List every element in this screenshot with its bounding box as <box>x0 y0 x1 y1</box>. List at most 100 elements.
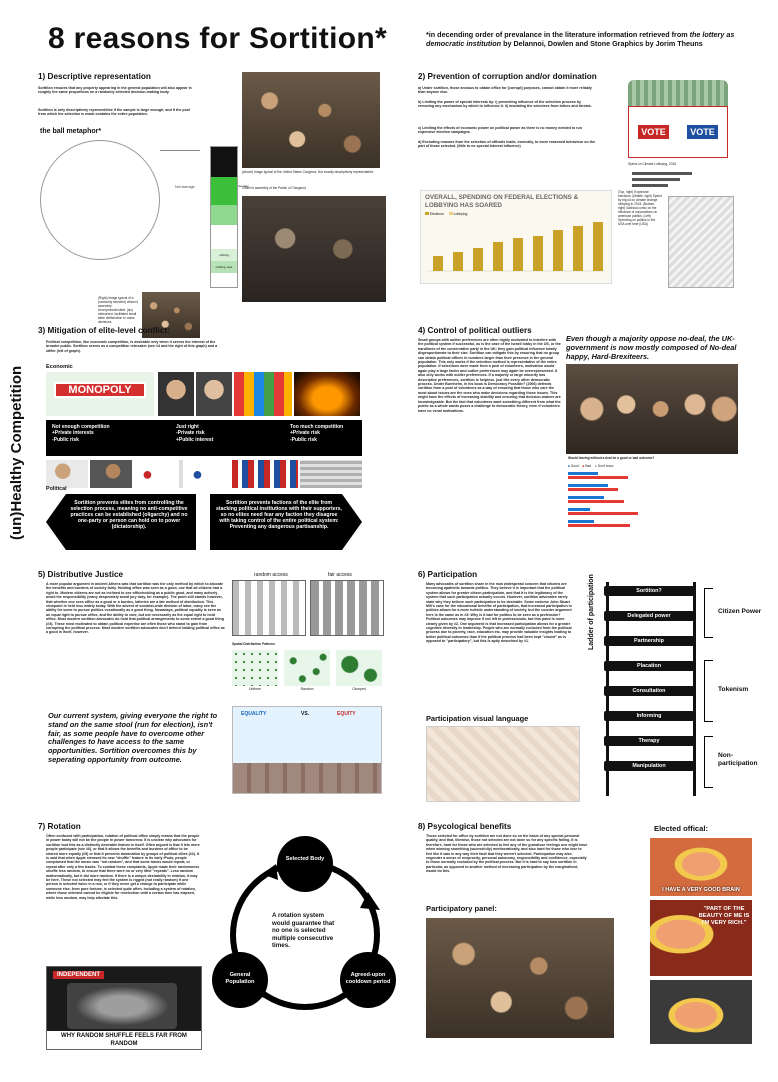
rotation-arrowhead-3 <box>262 864 278 880</box>
bracket-tokenism <box>704 660 713 722</box>
competition-bar: Not enough competition +Private interest… <box>46 420 362 456</box>
ceo-photo-1 <box>158 372 194 416</box>
oil-chart-title: Spend on Climate Lobbying, 2018 <box>628 162 677 166</box>
elected-official-label: Elected offical: <box>654 824 709 833</box>
citizens-assembly-photo-small <box>142 292 200 338</box>
brexit-chart-title: Would leaving without a deal be a good o… <box>568 456 655 460</box>
bracket-non-participation <box>704 736 713 788</box>
healthy-competition-vertical-label: (un)Healthy Competition <box>8 365 25 540</box>
node-selected-body <box>277 836 333 892</box>
uk-cabinet-photo <box>566 364 738 454</box>
section-2-text-d: d) Excluding reasons from the selection … <box>418 140 596 149</box>
brexit-row-1 <box>568 472 628 479</box>
spending-bar-9 <box>593 222 603 271</box>
brexit-row-3 <box>568 496 624 503</box>
page-title: 8 reasons for Sortition* <box>48 22 387 55</box>
party-mascots: ● ● <box>136 460 226 488</box>
node-general-population-label: General Population <box>225 972 255 985</box>
spatial-patterns: Uniform Random Clumped <box>232 650 382 694</box>
spatial-title: Spatial Distribution Patterns <box>232 642 275 646</box>
legend-lobbying: Lobbying <box>453 212 468 216</box>
oil-bar-2 <box>632 178 680 181</box>
spending-bar-5 <box>513 238 523 271</box>
oil-lobbying-chart <box>632 172 692 187</box>
spending-chart-title: OVERALL, SPENDING ON FEDERAL ELECTIONS &… <box>425 194 579 209</box>
elected-official-photo-1: I HAVE A VERY GOOD BRAIN <box>650 838 752 896</box>
spending-bar-2 <box>453 252 463 271</box>
election-results-image <box>232 460 298 488</box>
bracket-citizen-power <box>704 588 713 638</box>
section-8-title: 8) Psycological benefits <box>418 822 512 831</box>
political-label: Political <box>46 486 67 492</box>
independent-article-image: INDEPENDENT WHY RANDOM SHUFFLE FEELS FAR… <box>46 966 202 1050</box>
not-average-label: Not average <box>175 185 195 189</box>
section-2-text-c: c) Limiting the effects of economic powe… <box>418 126 582 135</box>
economic-label: Economic <box>46 364 73 370</box>
rung-manipulation: Manipulation <box>604 761 694 771</box>
section-6-title: 6) Participation <box>418 570 478 579</box>
brexit-row-5 <box>568 520 630 527</box>
fire-photo <box>294 372 360 416</box>
brexit-row-2 <box>568 484 618 491</box>
section-7-text: Often confused with participation, rotat… <box>46 834 200 900</box>
section-1-text-2: Sortition is only descriptively represen… <box>38 108 190 117</box>
us-congress-photo <box>242 72 380 168</box>
bar-not-enough: Not enough competition +Private interest… <box>52 424 110 443</box>
leaders-photo-2 <box>90 460 132 488</box>
section-4-title: 4) Control of political outliers <box>418 326 532 335</box>
section-8-text: Those selected for office by sortition a… <box>426 834 588 874</box>
caption-section-2: (Top, right) Expensive elections. (Middl… <box>618 190 662 226</box>
section-3-text: Political competition, like economic com… <box>46 340 218 353</box>
section-2-title: 2) Prevention of corruption and/or domin… <box>418 72 597 81</box>
rotation-diagram <box>212 836 396 1010</box>
arrow-right-box: Sortition prevents factions of the elite… <box>210 494 362 550</box>
rung-delegated-power: Delegated power <box>604 611 694 621</box>
random-access-chart <box>232 580 306 636</box>
section-5-quote: Our current system, giving everyone the … <box>48 711 218 764</box>
vote-box-image: VOTE VOTE <box>628 80 728 158</box>
satirical-comic-image <box>668 196 734 288</box>
arrow-label-eligible: Eligible for re-selection <box>276 1024 316 1028</box>
page-subtitle: *in decending order of prevalance in the… <box>426 30 735 48</box>
meme-2-text: "PART OF THE BEAUTY OF ME IS I'M VERY RI… <box>698 906 750 926</box>
rung-sortition: Sortition? <box>604 586 694 596</box>
arrow-right-text: Sortition prevents factions of the elite… <box>216 500 342 530</box>
rotation-arrowhead-1 <box>360 892 380 910</box>
arrow-left-text: Sortition prevents elites from controlli… <box>70 500 188 530</box>
participation-visual-title: Participation visual language <box>426 714 529 723</box>
brexit-row-4 <box>568 508 638 515</box>
spending-bar-4 <box>493 242 503 271</box>
node-cooldown-label: Agreed-upon cooldown period <box>345 972 391 985</box>
independent-headline: WHY RANDOM SHUFFLE FEELS FAR FROM RANDOM <box>47 1031 201 1049</box>
fair-access-label: fair access <box>328 572 352 578</box>
section-3-title: 3) Mitigation of elite-level conflict: <box>38 326 170 335</box>
rung-informing: Informing <box>604 711 694 721</box>
ceo-photo-2 <box>196 372 232 416</box>
spending-bar-1 <box>433 256 443 271</box>
node-selected-body-label: Selected Body <box>285 856 325 862</box>
caption-congress: (Above) Image typical of the United Stat… <box>242 170 374 174</box>
participatory-panel-label: Participatory panel: <box>426 904 497 913</box>
participation-visual-image <box>426 726 580 802</box>
ball-connector-line <box>160 150 200 151</box>
section-5-title: 5) Distributive Justice <box>38 570 124 579</box>
uniform-pattern <box>232 650 278 686</box>
group-citizen-power: Citizen Power <box>718 608 762 615</box>
node-cooldown-period <box>340 952 396 1008</box>
oil-bar-3 <box>632 184 668 187</box>
section-2-text-a: a) Under sortition, those anxious to obt… <box>418 86 592 95</box>
rung-placation: Placation <box>604 661 694 671</box>
leaders-photo-1 <box>46 460 88 488</box>
spending-bar-7 <box>553 230 563 271</box>
fair-access-chart <box>310 580 384 636</box>
independent-logo: INDEPENDENT <box>53 971 105 979</box>
participation-ladder: Sortition? Delegated power Partnership P… <box>604 582 698 796</box>
group-tokenism: Tokenism <box>718 686 749 693</box>
spending-chart-panel: OVERALL, SPENDING ON FEDERAL ELECTIONS &… <box>420 190 612 284</box>
random-pattern <box>284 650 330 686</box>
brexit-bar-chart <box>568 472 638 527</box>
caption-crowd: (Right) Image typical of a (randomly sel… <box>98 296 139 324</box>
ball-metaphor-title: the ball metaphor* <box>40 128 102 135</box>
section-4-quote: Even though a majority oppose no-deal, t… <box>566 334 737 361</box>
random-access-label: random access <box>254 572 288 578</box>
